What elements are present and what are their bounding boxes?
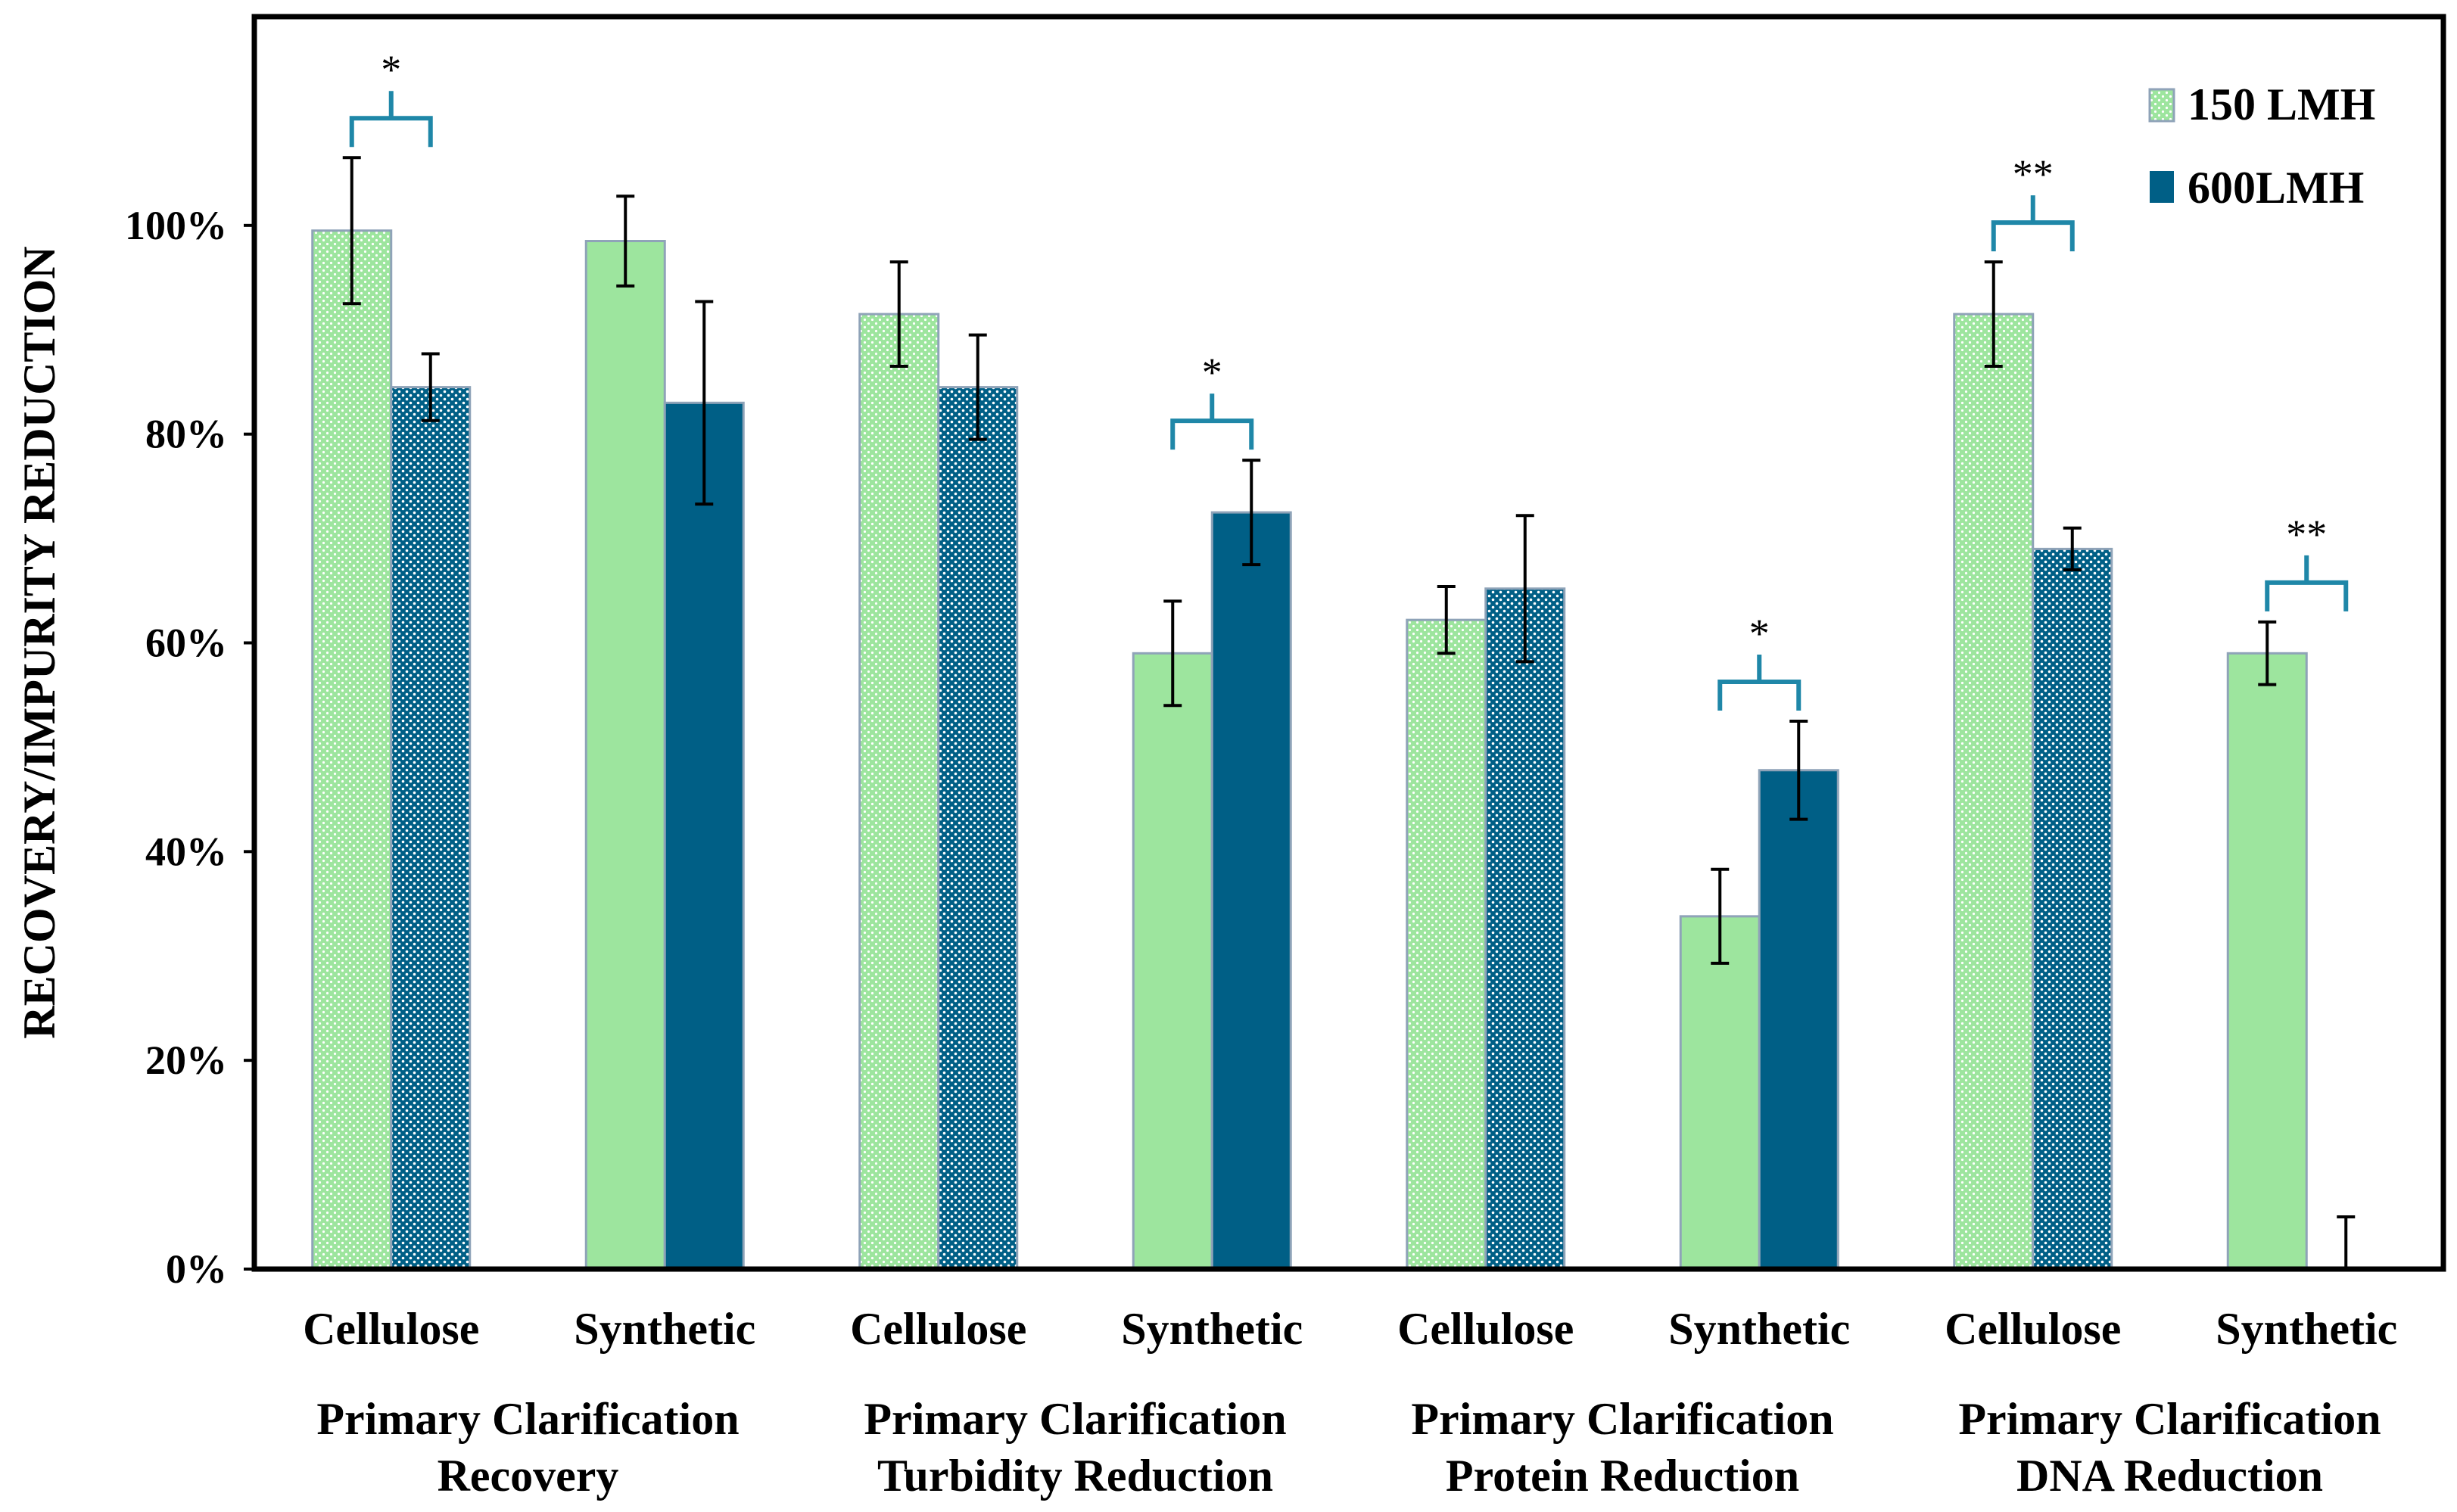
- bar-150-lmh-5: [1679, 915, 1761, 1271]
- significance-bracket: [1991, 195, 2075, 252]
- legend-swatch-600-lmh: [2150, 171, 2174, 203]
- significance-label: *: [1749, 611, 1770, 656]
- bars-layer: [311, 229, 2308, 1271]
- legend-label-600-lmh: 600LMH: [2188, 163, 2364, 213]
- bar-150-lmh-4: [1406, 618, 1487, 1271]
- bar-150-lmh-3: [1132, 652, 1213, 1271]
- significance-label: *: [381, 47, 401, 92]
- category-label: Synthetic: [574, 1304, 755, 1354]
- group-label-line2: DNA Reduction: [2016, 1451, 2323, 1501]
- x-axis-labels: Cellulose Synthetic Cellulose Synthetic Cell…: [303, 1304, 2397, 1501]
- plot-frame: [251, 14, 2446, 1272]
- y-tick-label: 20%: [145, 1038, 227, 1083]
- category-label: Synthetic: [1121, 1304, 1303, 1354]
- legend-label-150-lmh: 150 LMH: [2188, 79, 2375, 129]
- significance-label: **: [2286, 512, 2327, 557]
- y-tick-label: 100%: [125, 203, 227, 248]
- bar-150-lmh-1: [584, 240, 666, 1271]
- category-label: Cellulose: [1397, 1304, 1574, 1354]
- category-label: Synthetic: [2216, 1304, 2397, 1354]
- bar-600-lmh-0: [390, 386, 472, 1271]
- bar-600-lmh-4: [1484, 587, 1566, 1271]
- legend: 150 LMH 600LMH: [2148, 79, 2375, 213]
- category-label: Cellulose: [850, 1304, 1026, 1354]
- bar-600-lmh-1: [663, 401, 745, 1271]
- group-label-line2: Recovery: [438, 1451, 619, 1501]
- group-label-line2: Protein Reduction: [1446, 1451, 1799, 1501]
- bar-600-lmh-6: [2032, 547, 2113, 1271]
- significance-bracket: [1717, 654, 1801, 711]
- y-tick-label: 60%: [145, 621, 227, 666]
- bar-600-lmh-5: [1758, 769, 1839, 1271]
- group-label-line1: Primary Clarification: [1411, 1394, 1833, 1444]
- group-label-line1: Primary Clarification: [864, 1394, 1286, 1444]
- significance-bracket: [1170, 394, 1254, 450]
- y-axis-ticks: 0% 20% 40% 60% 80% 100%: [125, 203, 254, 1292]
- category-label: Cellulose: [1945, 1304, 2121, 1354]
- bar-600-lmh-2: [937, 386, 1019, 1271]
- significance-bracket: [2265, 555, 2349, 611]
- group-label-line1: Primary Clarification: [1958, 1394, 2381, 1444]
- significance-label: **: [2013, 151, 2054, 197]
- y-tick-label: 40%: [145, 829, 227, 874]
- bar-150-lmh-7: [2226, 652, 2308, 1271]
- legend-swatch-150-lmh: [2148, 88, 2175, 123]
- group-label-line2: Turbidity Reduction: [877, 1451, 1273, 1501]
- significance-bracket: [349, 91, 433, 148]
- bar-600-lmh-3: [1210, 511, 1292, 1271]
- bar-150-lmh-6: [1953, 313, 2035, 1271]
- category-label: Cellulose: [303, 1304, 479, 1354]
- category-label: Synthetic: [1668, 1304, 1850, 1354]
- bar-150-lmh-2: [858, 313, 940, 1271]
- significance-label: *: [1202, 350, 1222, 395]
- group-label-line1: Primary Clarification: [316, 1394, 739, 1444]
- y-axis-title: RECOVERY/IMPURITY REDUCTION: [14, 246, 64, 1038]
- significance-layer: *******: [349, 47, 2349, 711]
- y-tick-label: 80%: [145, 412, 227, 457]
- error-bars-layer: [342, 156, 2356, 1269]
- bar-150-lmh-0: [311, 229, 393, 1271]
- y-tick-label: 0%: [166, 1246, 227, 1292]
